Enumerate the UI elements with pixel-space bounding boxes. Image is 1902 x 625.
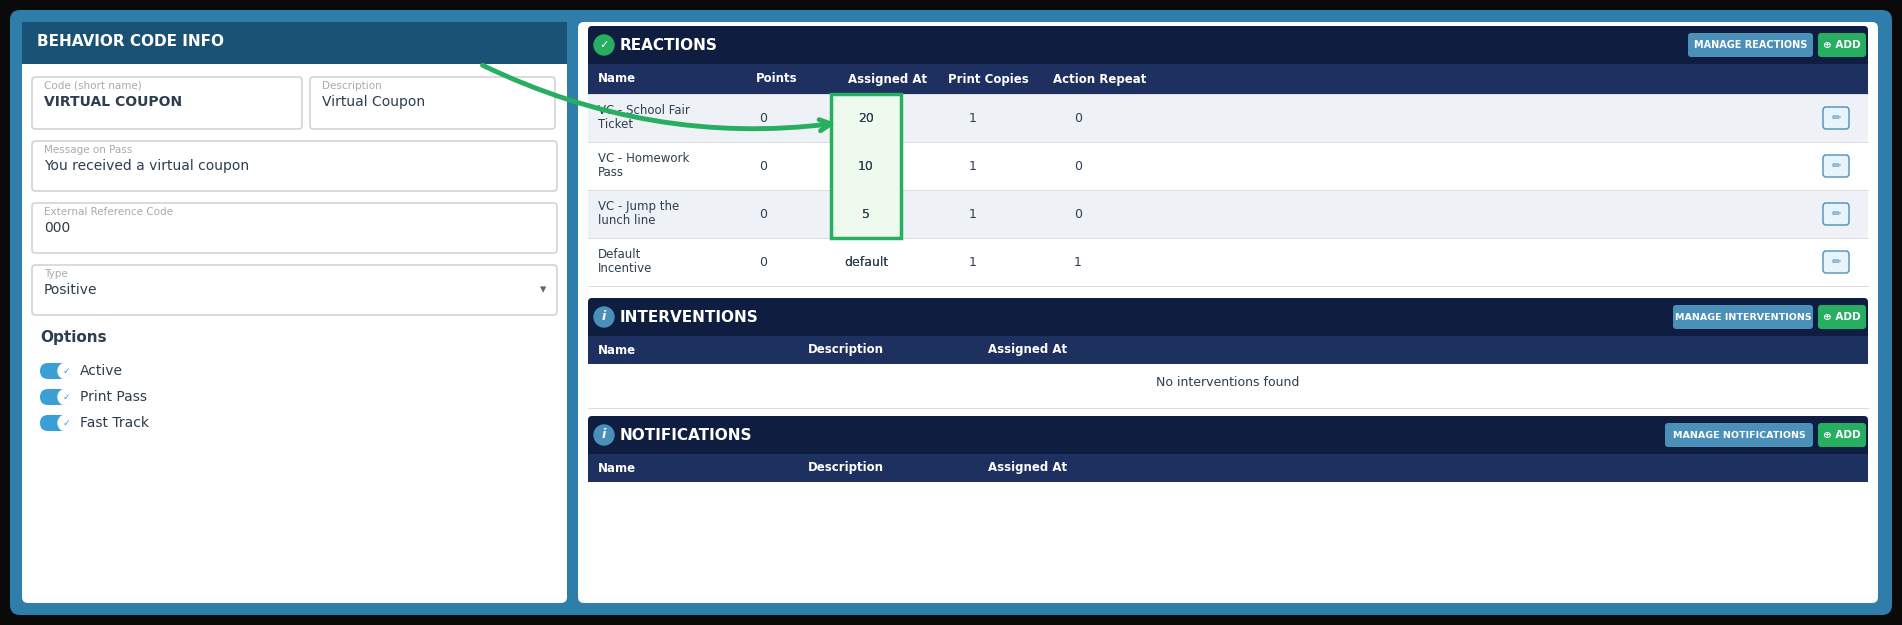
Text: VC - Jump the: VC - Jump the: [597, 200, 679, 213]
FancyBboxPatch shape: [32, 77, 302, 129]
Text: 5: 5: [862, 208, 869, 221]
FancyBboxPatch shape: [588, 416, 1868, 454]
Text: ✏: ✏: [1832, 209, 1841, 219]
FancyBboxPatch shape: [588, 313, 1868, 336]
Text: MANAGE REACTIONS: MANAGE REACTIONS: [1695, 40, 1807, 50]
Circle shape: [57, 363, 74, 379]
FancyBboxPatch shape: [1822, 107, 1849, 129]
Text: 0: 0: [1075, 159, 1082, 172]
Text: 5: 5: [862, 208, 869, 221]
FancyBboxPatch shape: [1818, 305, 1866, 329]
Text: ✓: ✓: [599, 40, 609, 50]
FancyBboxPatch shape: [1822, 203, 1849, 225]
Text: i: i: [601, 311, 607, 324]
Text: MANAGE INTERVENTIONS: MANAGE INTERVENTIONS: [1674, 312, 1811, 321]
FancyBboxPatch shape: [588, 41, 1868, 64]
FancyBboxPatch shape: [588, 26, 1868, 64]
Text: i: i: [601, 429, 607, 441]
Text: default: default: [844, 256, 888, 269]
Text: ✏: ✏: [1832, 161, 1841, 171]
Text: Type: Type: [44, 269, 68, 279]
Circle shape: [593, 35, 614, 55]
FancyBboxPatch shape: [588, 431, 1868, 454]
Text: REACTIONS: REACTIONS: [620, 38, 717, 53]
Text: Assigned At: Assigned At: [987, 461, 1067, 474]
Bar: [831, 94, 902, 238]
Text: 0: 0: [1075, 111, 1082, 124]
Text: ⊕ ADD: ⊕ ADD: [1824, 40, 1860, 50]
Text: Positive: Positive: [44, 283, 97, 297]
Text: lunch line: lunch line: [597, 214, 656, 227]
FancyBboxPatch shape: [40, 389, 74, 405]
Text: 0: 0: [759, 111, 767, 124]
FancyBboxPatch shape: [1818, 33, 1866, 57]
Text: Options: Options: [40, 330, 107, 345]
Text: Points: Points: [755, 72, 797, 86]
Text: ⊕ ADD: ⊕ ADD: [1824, 312, 1860, 322]
Text: Print Pass: Print Pass: [80, 390, 146, 404]
Text: ✓: ✓: [63, 392, 70, 401]
Text: ✏: ✏: [1832, 113, 1841, 123]
FancyBboxPatch shape: [40, 363, 74, 379]
Text: 1: 1: [1075, 256, 1082, 269]
Text: 1: 1: [968, 159, 978, 172]
FancyBboxPatch shape: [831, 94, 902, 238]
Text: Assigned At: Assigned At: [848, 72, 926, 86]
Text: Description: Description: [808, 344, 884, 356]
Text: 0: 0: [759, 256, 767, 269]
FancyBboxPatch shape: [588, 298, 1868, 336]
FancyBboxPatch shape: [40, 415, 74, 431]
Text: Print Copies: Print Copies: [947, 72, 1029, 86]
FancyBboxPatch shape: [10, 10, 1892, 615]
Text: Description: Description: [808, 461, 884, 474]
Text: default: default: [844, 256, 888, 269]
FancyBboxPatch shape: [588, 336, 1868, 364]
Text: ⊕ ADD: ⊕ ADD: [1824, 430, 1860, 440]
Text: 000: 000: [44, 221, 70, 235]
FancyBboxPatch shape: [588, 364, 1868, 400]
FancyBboxPatch shape: [1822, 251, 1849, 273]
Text: Name: Name: [597, 72, 635, 86]
Text: Active: Active: [80, 364, 124, 378]
FancyBboxPatch shape: [310, 77, 555, 129]
Text: Ticket: Ticket: [597, 118, 633, 131]
Text: Description: Description: [321, 81, 382, 91]
Text: 0: 0: [759, 159, 767, 172]
FancyBboxPatch shape: [1664, 423, 1813, 447]
FancyBboxPatch shape: [588, 64, 1868, 94]
Text: No interventions found: No interventions found: [1156, 376, 1299, 389]
FancyBboxPatch shape: [1687, 33, 1813, 57]
Circle shape: [593, 425, 614, 445]
Text: 10: 10: [858, 159, 873, 172]
Text: MANAGE NOTIFICATIONS: MANAGE NOTIFICATIONS: [1672, 431, 1805, 439]
Text: Fast Track: Fast Track: [80, 416, 148, 430]
Text: ▾: ▾: [540, 284, 546, 296]
Text: ✓: ✓: [63, 419, 70, 428]
FancyBboxPatch shape: [588, 190, 1868, 238]
Text: Default: Default: [597, 248, 641, 261]
FancyBboxPatch shape: [1822, 155, 1849, 177]
Text: NOTIFICATIONS: NOTIFICATIONS: [620, 428, 753, 442]
Text: Assigned At: Assigned At: [987, 344, 1067, 356]
Text: INTERVENTIONS: INTERVENTIONS: [620, 309, 759, 324]
FancyBboxPatch shape: [588, 142, 1868, 190]
Text: 0: 0: [759, 208, 767, 221]
Circle shape: [593, 307, 614, 327]
Text: 0: 0: [1075, 208, 1082, 221]
Circle shape: [57, 389, 74, 405]
Text: ✓: ✓: [63, 366, 70, 376]
Circle shape: [57, 415, 74, 431]
Text: 1: 1: [968, 111, 978, 124]
FancyBboxPatch shape: [23, 22, 567, 62]
Text: 1: 1: [968, 208, 978, 221]
Text: 1: 1: [968, 256, 978, 269]
Text: You received a virtual coupon: You received a virtual coupon: [44, 159, 249, 173]
Text: VC - Homework: VC - Homework: [597, 152, 689, 165]
Text: ✏: ✏: [1832, 257, 1841, 267]
FancyBboxPatch shape: [23, 42, 567, 64]
Text: Incentive: Incentive: [597, 262, 652, 275]
Text: 20: 20: [858, 111, 873, 124]
Text: Name: Name: [597, 461, 635, 474]
FancyBboxPatch shape: [1818, 423, 1866, 447]
